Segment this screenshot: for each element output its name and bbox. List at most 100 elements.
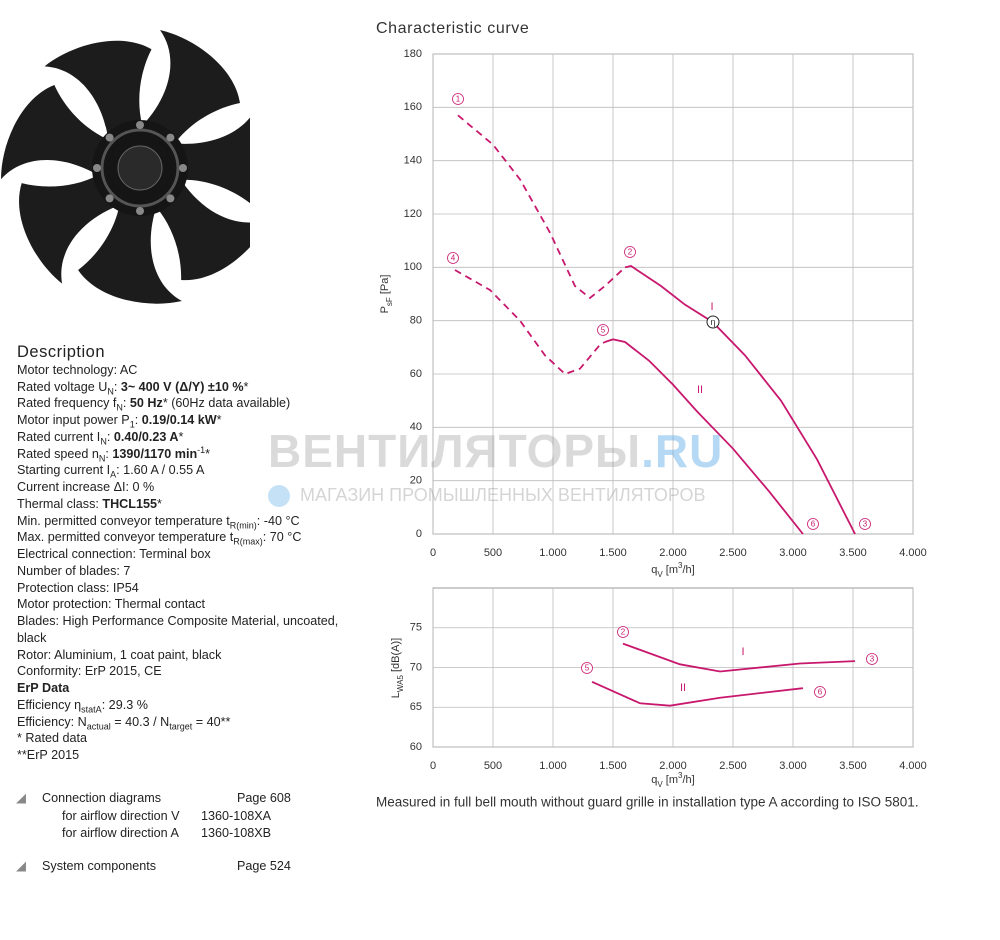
text-segment: Rated voltage U xyxy=(17,379,108,394)
description-line: Electrical connection: Terminal box xyxy=(17,546,338,563)
sub-segment: target xyxy=(169,721,193,732)
fan-bolt xyxy=(105,133,114,142)
description-line: Conformity: ErP 2015, CE xyxy=(17,663,338,680)
x-tick-label: 2.000 xyxy=(659,760,687,772)
text-segment: = 40** xyxy=(192,714,231,729)
curve-name: II xyxy=(680,682,686,694)
sub-segment: V xyxy=(657,570,663,579)
sub-segment: N xyxy=(107,386,114,397)
bold-segment: THCL155 xyxy=(102,496,157,511)
text-segment: q xyxy=(651,564,657,576)
sub-segment: sF xyxy=(385,297,394,306)
sub-segment: WA5 xyxy=(396,675,405,693)
curve xyxy=(622,642,856,673)
description-line: Motor input power P1: 0.19/0.14 kW* xyxy=(17,412,338,429)
text-segment: Starting current I xyxy=(17,463,111,478)
curve-dashed xyxy=(457,114,626,300)
x-tick-label: 1.500 xyxy=(599,760,627,772)
fan-blade xyxy=(78,204,182,304)
text-segment: Rated speed n xyxy=(17,446,99,461)
text-segment: : xyxy=(106,429,114,444)
text-segment: Motor technology: AC xyxy=(17,362,138,377)
text-segment: [m xyxy=(663,564,678,576)
sub-segment: actual xyxy=(86,721,111,732)
curve-dashed xyxy=(454,269,606,376)
text-segment: [m xyxy=(663,774,678,786)
link-page: Page 524 xyxy=(237,858,291,873)
text-segment: * Rated data xyxy=(17,731,88,746)
text-segment: Efficiency η xyxy=(17,697,82,712)
text-segment: : xyxy=(122,396,130,411)
text-segment: Motor input power P xyxy=(17,413,130,427)
description-line: Rotor: Aluminium, 1 coat paint, black xyxy=(17,647,338,664)
x-tick-label: 4.000 xyxy=(899,760,927,772)
description-line: Starting current IA: 1.60 A / 0.55 A xyxy=(17,462,338,479)
marker-label: 6 xyxy=(818,688,823,697)
text-segment: Rotor: Aluminium, 1 coat paint, black xyxy=(17,647,222,662)
link-item-label: for airflow direction A xyxy=(62,826,179,840)
marker-label: 3 xyxy=(863,520,868,529)
watermark-tagline: МАГАЗИН ПРОМЫШЛЕННЫХ ВЕНТИЛЯТОРОВ xyxy=(268,485,705,508)
text-segment: : 29.3 % xyxy=(101,697,148,712)
x-tick-label: 1.000 xyxy=(539,760,567,772)
operating-point xyxy=(706,315,720,329)
x-tick-label: 500 xyxy=(484,760,502,772)
marker-label: 5 xyxy=(585,664,590,673)
link-label[interactable]: Connection diagrams xyxy=(42,791,162,805)
text-segment: * (60Hz data available) xyxy=(162,396,291,411)
marker-label: 4 xyxy=(451,254,456,263)
text-segment: P xyxy=(379,306,391,313)
text-segment: L xyxy=(390,692,402,698)
marker-circle xyxy=(447,252,459,264)
description-line: Max. permitted conveyor temperature tR(m… xyxy=(17,529,338,546)
marker-circle xyxy=(866,653,878,665)
fan-blade xyxy=(171,97,250,206)
sub-segment: R(min) xyxy=(229,520,257,531)
curve-name: II xyxy=(697,384,703,396)
text-segment: : -40 °C xyxy=(256,513,300,528)
watermark-brand: ВЕНТИЛЯТОРЫ.RU xyxy=(268,424,723,478)
link-item-code: 1360-108XA xyxy=(201,808,272,823)
bold-segment: 3~ 400 V (Δ/Y) ±10 % xyxy=(120,379,244,394)
description-line: ErP Data xyxy=(17,680,338,697)
marker-circle xyxy=(597,324,609,336)
x-tick-label: 1.000 xyxy=(539,547,567,559)
sub-segment: N xyxy=(98,453,106,464)
sub-segment: V xyxy=(657,780,663,789)
description-lines: Motor technology: AC Rated voltage UN: 3~… xyxy=(17,362,338,764)
x-tick-label: 2.500 xyxy=(719,547,747,559)
text-segment: = 40.3 / N xyxy=(110,714,170,729)
description-line: Motor technology: AC xyxy=(17,362,338,379)
marker-label: 1 xyxy=(456,95,461,104)
link-label[interactable]: System components xyxy=(42,858,157,873)
x-tick-label: 0 xyxy=(430,547,436,559)
sub-segment: statA xyxy=(81,704,102,715)
y-tick-label: 0 xyxy=(416,528,422,540)
marker-label: 2 xyxy=(628,248,633,257)
text-segment: Rated current I xyxy=(17,429,101,444)
curves-title: Characteristic curve xyxy=(376,20,529,37)
text-segment: : xyxy=(105,446,113,461)
curve xyxy=(591,680,804,707)
sub-segment: A xyxy=(110,469,117,480)
x-tick-label: 500 xyxy=(484,547,502,559)
marker-label: 3 xyxy=(870,655,875,664)
marker-circle xyxy=(617,626,629,638)
text-segment: : 1.60 A / 0.55 A xyxy=(116,463,205,478)
note: Measured in full bell mouth without guar… xyxy=(376,795,919,810)
x-tick-label: 3.500 xyxy=(839,760,867,772)
text-segment: * xyxy=(178,429,184,444)
bold-segment: ErP Data xyxy=(17,681,70,695)
text-segment: Rated frequency f xyxy=(17,396,117,411)
fan-bolt xyxy=(166,194,175,203)
description-line: Number of blades: 7 xyxy=(17,563,338,580)
description-line: Rated voltage UN: 3~ 400 V (Δ/Y) ±10 %* xyxy=(17,379,338,396)
description-line: Protection class: IP54 xyxy=(17,580,338,597)
marker-label: 2 xyxy=(621,628,626,637)
y-tick-label: 160 xyxy=(404,101,422,113)
y-tick-label: 60 xyxy=(410,368,422,380)
watermark-domain: .RU xyxy=(641,425,724,477)
description-line: Blades: High Performance Composite Mater… xyxy=(17,613,338,630)
bold-segment: 1390/1170 min xyxy=(112,446,198,461)
marker-circle xyxy=(807,518,819,530)
